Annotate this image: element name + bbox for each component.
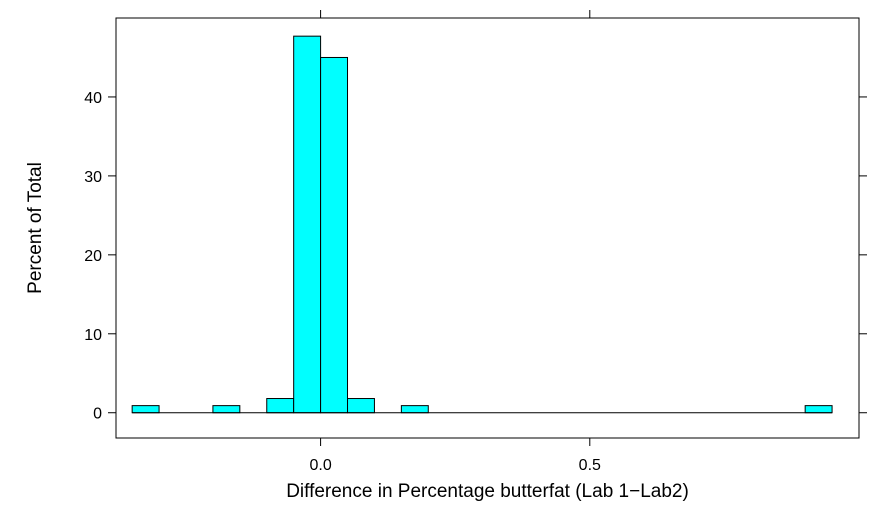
y-tick-label: 10	[84, 327, 102, 344]
histogram-bar-7	[320, 56, 349, 414]
histogram-bar-8	[347, 398, 375, 414]
plot-frame	[115, 17, 860, 439]
x-axis-title: Difference in Percentage butterfat (Lab …	[286, 481, 689, 502]
histogram-bar-3	[212, 405, 241, 414]
y-tick-label: 0	[93, 406, 102, 423]
histogram-bar-6	[293, 35, 322, 414]
y-tick-label: 30	[84, 169, 102, 186]
y-tick-label: 20	[84, 248, 102, 265]
histogram-bar-5	[266, 398, 295, 414]
histogram-bar-11	[804, 405, 833, 414]
y-tick-label: 40	[84, 90, 102, 107]
axis-ticks: 0 10 20 30 40 0.0 0.5	[84, 10, 867, 474]
histogram-bar-10	[400, 405, 429, 414]
bars-layer	[131, 35, 833, 414]
x-tick-label: 0.5	[579, 457, 601, 474]
histogram-bar-0	[131, 405, 160, 414]
y-axis-title: Percent of Total	[25, 162, 46, 294]
x-tick-label: 0.0	[309, 457, 331, 474]
